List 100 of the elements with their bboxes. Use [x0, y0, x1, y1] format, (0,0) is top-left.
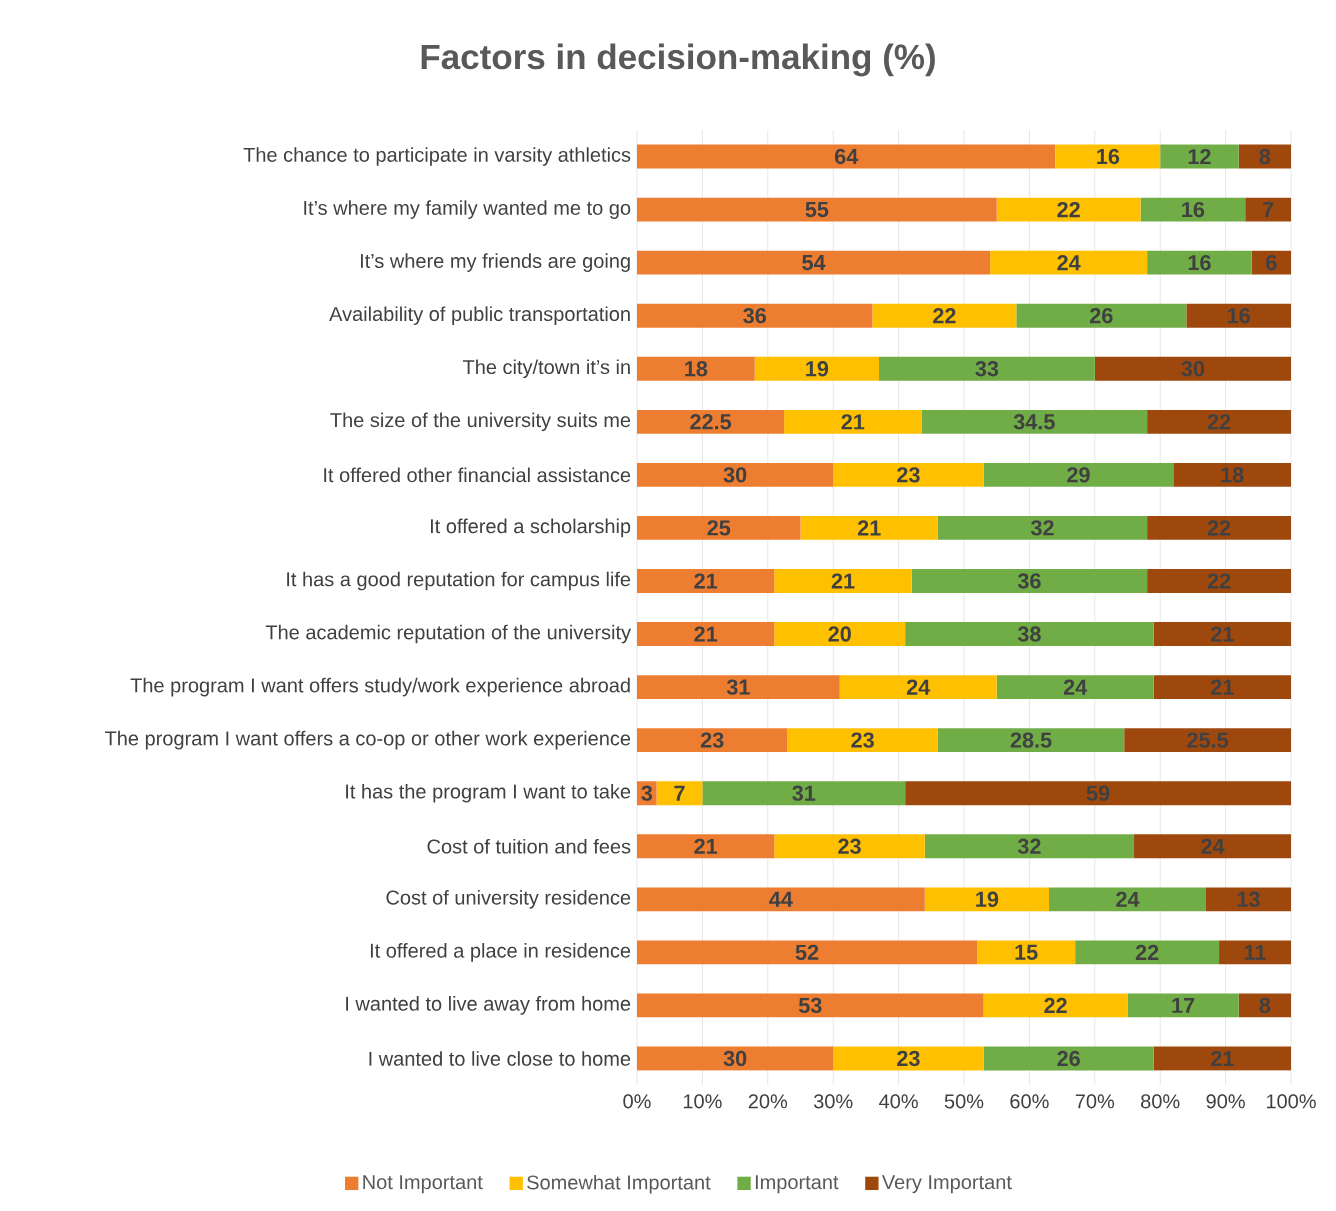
- x-tick-label: 60%: [1010, 1094, 1049, 1109]
- y-tick-label: Cost of university residence: [386, 890, 631, 909]
- data-label: 22: [1207, 520, 1231, 536]
- data-label: 22: [1207, 573, 1231, 589]
- data-label: 12: [1188, 148, 1211, 165]
- data-label: 16: [1182, 201, 1205, 218]
- bar: [1153, 1046, 1291, 1071]
- bar: [1127, 993, 1239, 1018]
- bar: [833, 462, 984, 487]
- bar: [1186, 303, 1291, 328]
- bar: [787, 728, 938, 753]
- bar: [905, 781, 1291, 806]
- bar: [637, 409, 785, 434]
- bar: [1153, 622, 1291, 646]
- bar: [637, 356, 755, 381]
- data-label: 6: [1266, 254, 1277, 271]
- y-tick-label: It offered a place in residence: [370, 943, 631, 962]
- bar: [1134, 834, 1291, 859]
- y-tick-label: It has a good reputation for campus life: [287, 571, 631, 591]
- legend-label: Not Important: [363, 1175, 483, 1194]
- bar: [754, 356, 879, 381]
- bar: [637, 940, 978, 965]
- data-label: 26: [1090, 308, 1113, 324]
- y-tick-label: It’s where my family wanted me to go: [304, 200, 631, 219]
- data-label: 23: [851, 732, 874, 748]
- data-label: 52: [795, 944, 819, 961]
- bar: [637, 515, 801, 540]
- bar: [1016, 303, 1187, 328]
- bar: [839, 675, 997, 700]
- data-label: 53: [798, 997, 822, 1014]
- data-label: 23: [897, 1050, 920, 1067]
- data-label: 22: [1135, 944, 1159, 960]
- bar: [637, 462, 834, 487]
- bar: [637, 993, 984, 1018]
- data-label: 44: [769, 891, 793, 907]
- data-label: 8: [1259, 148, 1271, 165]
- x-tick-label: 50%: [944, 1094, 984, 1109]
- data-label: 21: [1211, 626, 1234, 642]
- legend-label: Very Important: [881, 1175, 1012, 1194]
- data-label: 28.5: [1010, 732, 1052, 748]
- data-label: 30: [723, 467, 747, 483]
- y-tick-label: It offered a scholarship: [430, 518, 631, 538]
- data-label: 24: [1063, 679, 1088, 695]
- data-label: 26: [1057, 1050, 1080, 1067]
- data-label: 7: [674, 785, 685, 801]
- data-label: 16: [1097, 148, 1120, 165]
- x-tick-label: 0%: [623, 1094, 651, 1109]
- data-label: 19: [806, 361, 829, 377]
- y-tick-label: I wanted to live close to home: [369, 1051, 631, 1066]
- data-label: 18: [1221, 467, 1244, 483]
- data-label: 30: [1181, 361, 1205, 377]
- bar: [1147, 515, 1291, 540]
- data-label: 15: [1015, 944, 1038, 960]
- legend-label: Somewhat Important: [527, 1174, 711, 1194]
- bar: [637, 197, 997, 222]
- x-tick-label: 40%: [879, 1094, 918, 1109]
- bar: [983, 1046, 1154, 1071]
- bar: [774, 622, 906, 646]
- bar: [905, 622, 1154, 646]
- data-label: 20: [828, 626, 851, 642]
- data-label: 16: [1188, 254, 1211, 271]
- bar: [872, 303, 1017, 328]
- data-label: 59: [1086, 785, 1110, 801]
- x-tick-label: 30%: [813, 1094, 853, 1109]
- bar: [637, 303, 873, 328]
- bar: [937, 515, 1148, 540]
- bar: [774, 834, 925, 859]
- x-tick-label: 10%: [683, 1094, 722, 1109]
- x-tick-label: 20%: [748, 1094, 788, 1109]
- bar: [990, 250, 1148, 275]
- y-tick-label: I wanted to live away from home: [346, 996, 631, 1015]
- bar: [1075, 940, 1220, 965]
- bar: [1124, 728, 1291, 753]
- data-label: 8: [1259, 997, 1271, 1014]
- data-label: 36: [1017, 573, 1041, 589]
- data-label: 33: [975, 361, 999, 377]
- data-label: 23: [838, 838, 861, 854]
- data-label: 32: [1030, 520, 1054, 536]
- bar: [937, 728, 1125, 753]
- data-label: 24: [1201, 838, 1225, 854]
- bar: [637, 675, 840, 700]
- data-label: 17: [1172, 997, 1195, 1013]
- bar: [1173, 462, 1291, 487]
- y-tick-label: The program I want offers a co-op or other work experience: [105, 730, 631, 750]
- bar: [774, 569, 912, 593]
- data-label: 25.5: [1187, 732, 1229, 748]
- data-label: 22: [1207, 414, 1231, 430]
- y-tick-label: Availability of public transportation: [329, 306, 630, 326]
- bar: [1153, 675, 1291, 700]
- y-tick-label: It has the program I want to take: [346, 783, 631, 803]
- data-label: 24: [906, 679, 931, 695]
- x-tick-label: 80%: [1141, 1094, 1180, 1109]
- bar: [702, 781, 906, 806]
- legend-label: Important: [755, 1175, 839, 1194]
- bar: [1205, 887, 1291, 912]
- bar: [1140, 197, 1246, 222]
- bar: [878, 356, 1095, 381]
- bar: [637, 834, 775, 859]
- bar: [924, 834, 1135, 859]
- y-tick-label: Cost of tuition and fees: [427, 838, 631, 854]
